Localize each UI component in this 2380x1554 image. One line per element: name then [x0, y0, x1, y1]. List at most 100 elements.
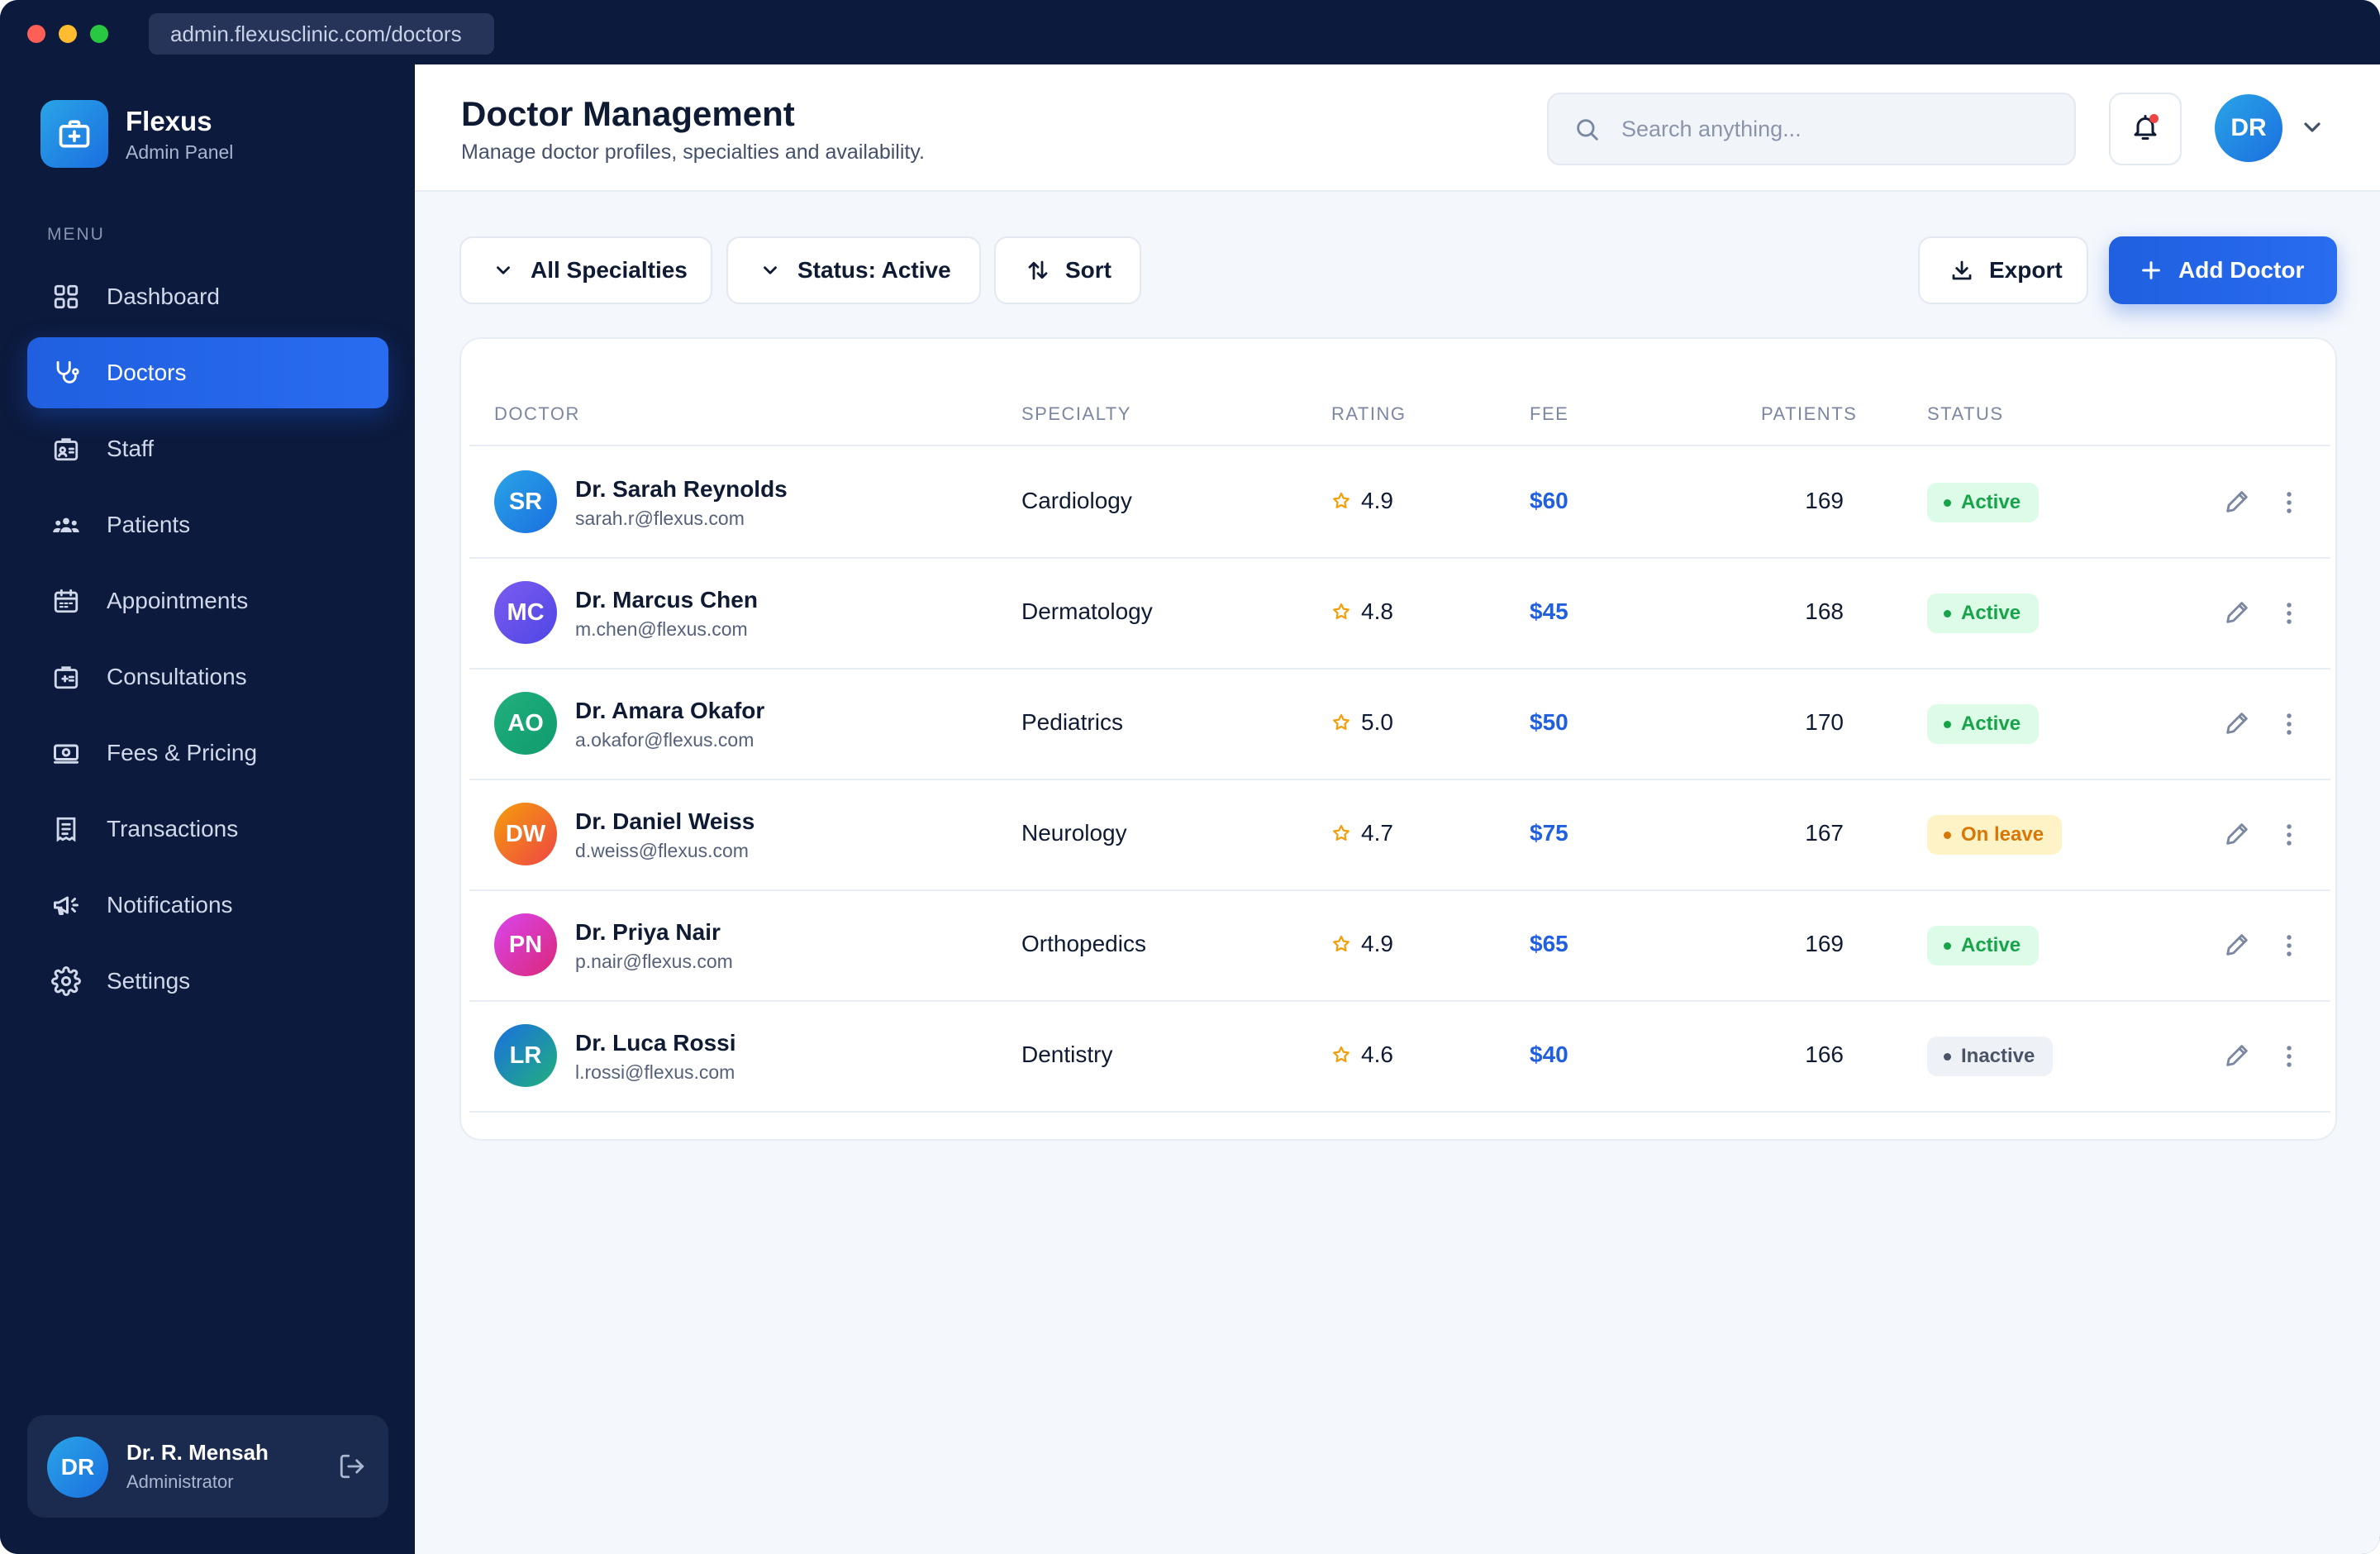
sidebar-item-patients[interactable]: Patients	[27, 489, 388, 560]
doctor-name[interactable]: Dr. Daniel Weiss	[575, 808, 755, 834]
add-doctor-button[interactable]: Add Doctor	[2109, 236, 2337, 304]
search-box[interactable]	[1547, 93, 2076, 165]
megaphone-icon	[50, 889, 82, 921]
edit-pencil-icon[interactable]	[2223, 598, 2253, 628]
specialty-filter-dropdown[interactable]: All Specialties	[459, 236, 712, 304]
sidebar-item-label: Consultations	[107, 664, 247, 689]
sidebar-item-doctors[interactable]: Doctors	[27, 337, 388, 408]
sidebar-nav: Dashboard Doctors Staff Patients	[27, 261, 388, 1022]
user-role: Administrator	[126, 1471, 234, 1492]
column-header-status[interactable]: STATUS	[1927, 403, 2004, 424]
table-row[interactable]: PN Dr. Priya Nair p.nair@flexus.com Orth…	[461, 889, 2339, 1000]
doctor-rating: 4.9	[1331, 488, 1393, 514]
status-filter-dropdown[interactable]: Status: Active	[726, 236, 981, 304]
column-header-doctor[interactable]: DOCTOR	[494, 403, 580, 424]
current-user-card[interactable]: DR Dr. R. Mensah Administrator	[27, 1415, 388, 1518]
logout-icon[interactable]	[336, 1450, 369, 1483]
doctor-avatar: MC	[494, 581, 557, 644]
rating-value: 4.7	[1361, 820, 1393, 846]
stethoscope-icon	[50, 357, 82, 388]
medical-case-logo-icon	[40, 100, 108, 168]
table-row[interactable]: SR Dr. Sarah Reynolds sarah.r@flexus.com…	[461, 446, 2339, 557]
status-label: Active	[1961, 713, 2021, 735]
sidebar-item-appointments[interactable]: Appointments	[27, 565, 388, 636]
address-bar[interactable]: admin.flexusclinic.com/doctors	[149, 13, 494, 55]
search-icon	[1573, 116, 1602, 144]
doctor-fee: $65	[1530, 931, 1568, 956]
column-header-patients[interactable]: PATIENTS	[1761, 403, 1858, 424]
notifications-button[interactable]	[2109, 93, 2182, 165]
column-header-fee[interactable]: FEE	[1530, 403, 1569, 424]
more-vertical-icon[interactable]	[2274, 598, 2304, 628]
star-icon	[1333, 935, 1349, 951]
table-row[interactable]: DW Dr. Daniel Weiss d.weiss@flexus.com N…	[461, 779, 2339, 889]
doctor-name[interactable]: Dr. Priya Nair	[575, 919, 721, 945]
table-row[interactable]: AO Dr. Amara Okafor a.okafor@flexus.com …	[461, 668, 2339, 779]
specialty-filter-label: All Specialties	[531, 257, 688, 283]
user-avatar: DR	[47, 1437, 108, 1498]
minimize-window-button[interactable]	[59, 25, 77, 43]
status-badge: On leave	[1927, 815, 2063, 855]
chevron-down-icon[interactable]	[2299, 114, 2325, 141]
sidebar-item-transactions[interactable]: Transactions	[27, 794, 388, 865]
edit-pencil-icon[interactable]	[2223, 820, 2253, 850]
doctor-avatar: PN	[494, 913, 557, 976]
column-header-specialty[interactable]: SPECIALTY	[1021, 403, 1131, 424]
gear-icon	[50, 965, 82, 997]
edit-pencil-icon[interactable]	[2223, 488, 2253, 517]
page-subtitle: Manage doctor profiles, specialties and …	[461, 141, 925, 164]
more-vertical-icon[interactable]	[2274, 820, 2304, 850]
more-vertical-icon[interactable]	[2274, 709, 2304, 739]
page-header: Doctor Management Manage doctor profiles…	[415, 64, 2380, 192]
doctors-table: DOCTOR SPECIALTY RATING FEE PATIENTS STA…	[459, 337, 2337, 1141]
sidebar-item-fees-pricing[interactable]: Fees & Pricing	[27, 717, 388, 789]
status-label: Active	[1961, 602, 2021, 624]
column-header-rating[interactable]: RATING	[1331, 403, 1407, 424]
doctor-patients: 168	[1805, 598, 1844, 624]
doctor-name[interactable]: Dr. Sarah Reynolds	[575, 476, 788, 502]
more-vertical-icon[interactable]	[2274, 1042, 2304, 1071]
receipt-icon	[50, 813, 82, 845]
edit-pencil-icon[interactable]	[2223, 931, 2253, 961]
sidebar: Flexus Admin Panel MENU Dashboard Doctor…	[0, 64, 415, 1554]
doctor-name[interactable]: Dr. Marcus Chen	[575, 587, 758, 613]
header-divider	[469, 445, 2330, 446]
chevron-down-icon	[758, 258, 783, 283]
status-filter-label: Status: Active	[797, 257, 951, 283]
doctor-avatar: AO	[494, 692, 557, 755]
export-button[interactable]: Export	[1918, 236, 2088, 304]
doctor-name[interactable]: Dr. Amara Okafor	[575, 698, 765, 723]
export-label: Export	[1989, 257, 2063, 283]
sidebar-item-staff[interactable]: Staff	[27, 413, 388, 484]
sidebar-item-consultations[interactable]: Consultations	[27, 641, 388, 713]
sidebar-item-label: Fees & Pricing	[107, 740, 258, 765]
edit-pencil-icon[interactable]	[2223, 1042, 2253, 1071]
sidebar-item-notifications[interactable]: Notifications	[27, 870, 388, 941]
doctor-patients: 167	[1805, 820, 1844, 846]
status-badge: Active	[1927, 704, 2040, 744]
star-icon	[1333, 713, 1349, 730]
doctor-fee: $45	[1530, 598, 1568, 624]
doctor-fee: $75	[1530, 820, 1568, 846]
sidebar-item-settings[interactable]: Settings	[27, 946, 388, 1017]
doctor-name[interactable]: Dr. Luca Rossi	[575, 1030, 736, 1056]
close-window-button[interactable]	[27, 25, 45, 43]
maximize-window-button[interactable]	[90, 25, 108, 43]
doctor-patients: 169	[1805, 931, 1844, 956]
rating-value: 4.6	[1361, 1042, 1393, 1067]
profile-avatar[interactable]: DR	[2215, 94, 2282, 162]
sidebar-item-label: Dashboard	[107, 284, 220, 309]
more-vertical-icon[interactable]	[2274, 931, 2304, 961]
star-icon	[1333, 492, 1349, 508]
plus-icon	[2139, 258, 2163, 283]
users-icon	[50, 509, 82, 541]
more-vertical-icon[interactable]	[2274, 488, 2304, 517]
sidebar-item-dashboard[interactable]: Dashboard	[27, 261, 388, 332]
search-input[interactable]	[1621, 94, 2059, 164]
table-row[interactable]: LR Dr. Luca Rossi l.rossi@flexus.com Den…	[461, 1000, 2339, 1111]
sort-button[interactable]: Sort	[994, 236, 1141, 304]
table-row[interactable]: MC Dr. Marcus Chen m.chen@flexus.com Der…	[461, 557, 2339, 668]
status-label: Inactive	[1961, 1045, 2035, 1067]
edit-pencil-icon[interactable]	[2223, 709, 2253, 739]
